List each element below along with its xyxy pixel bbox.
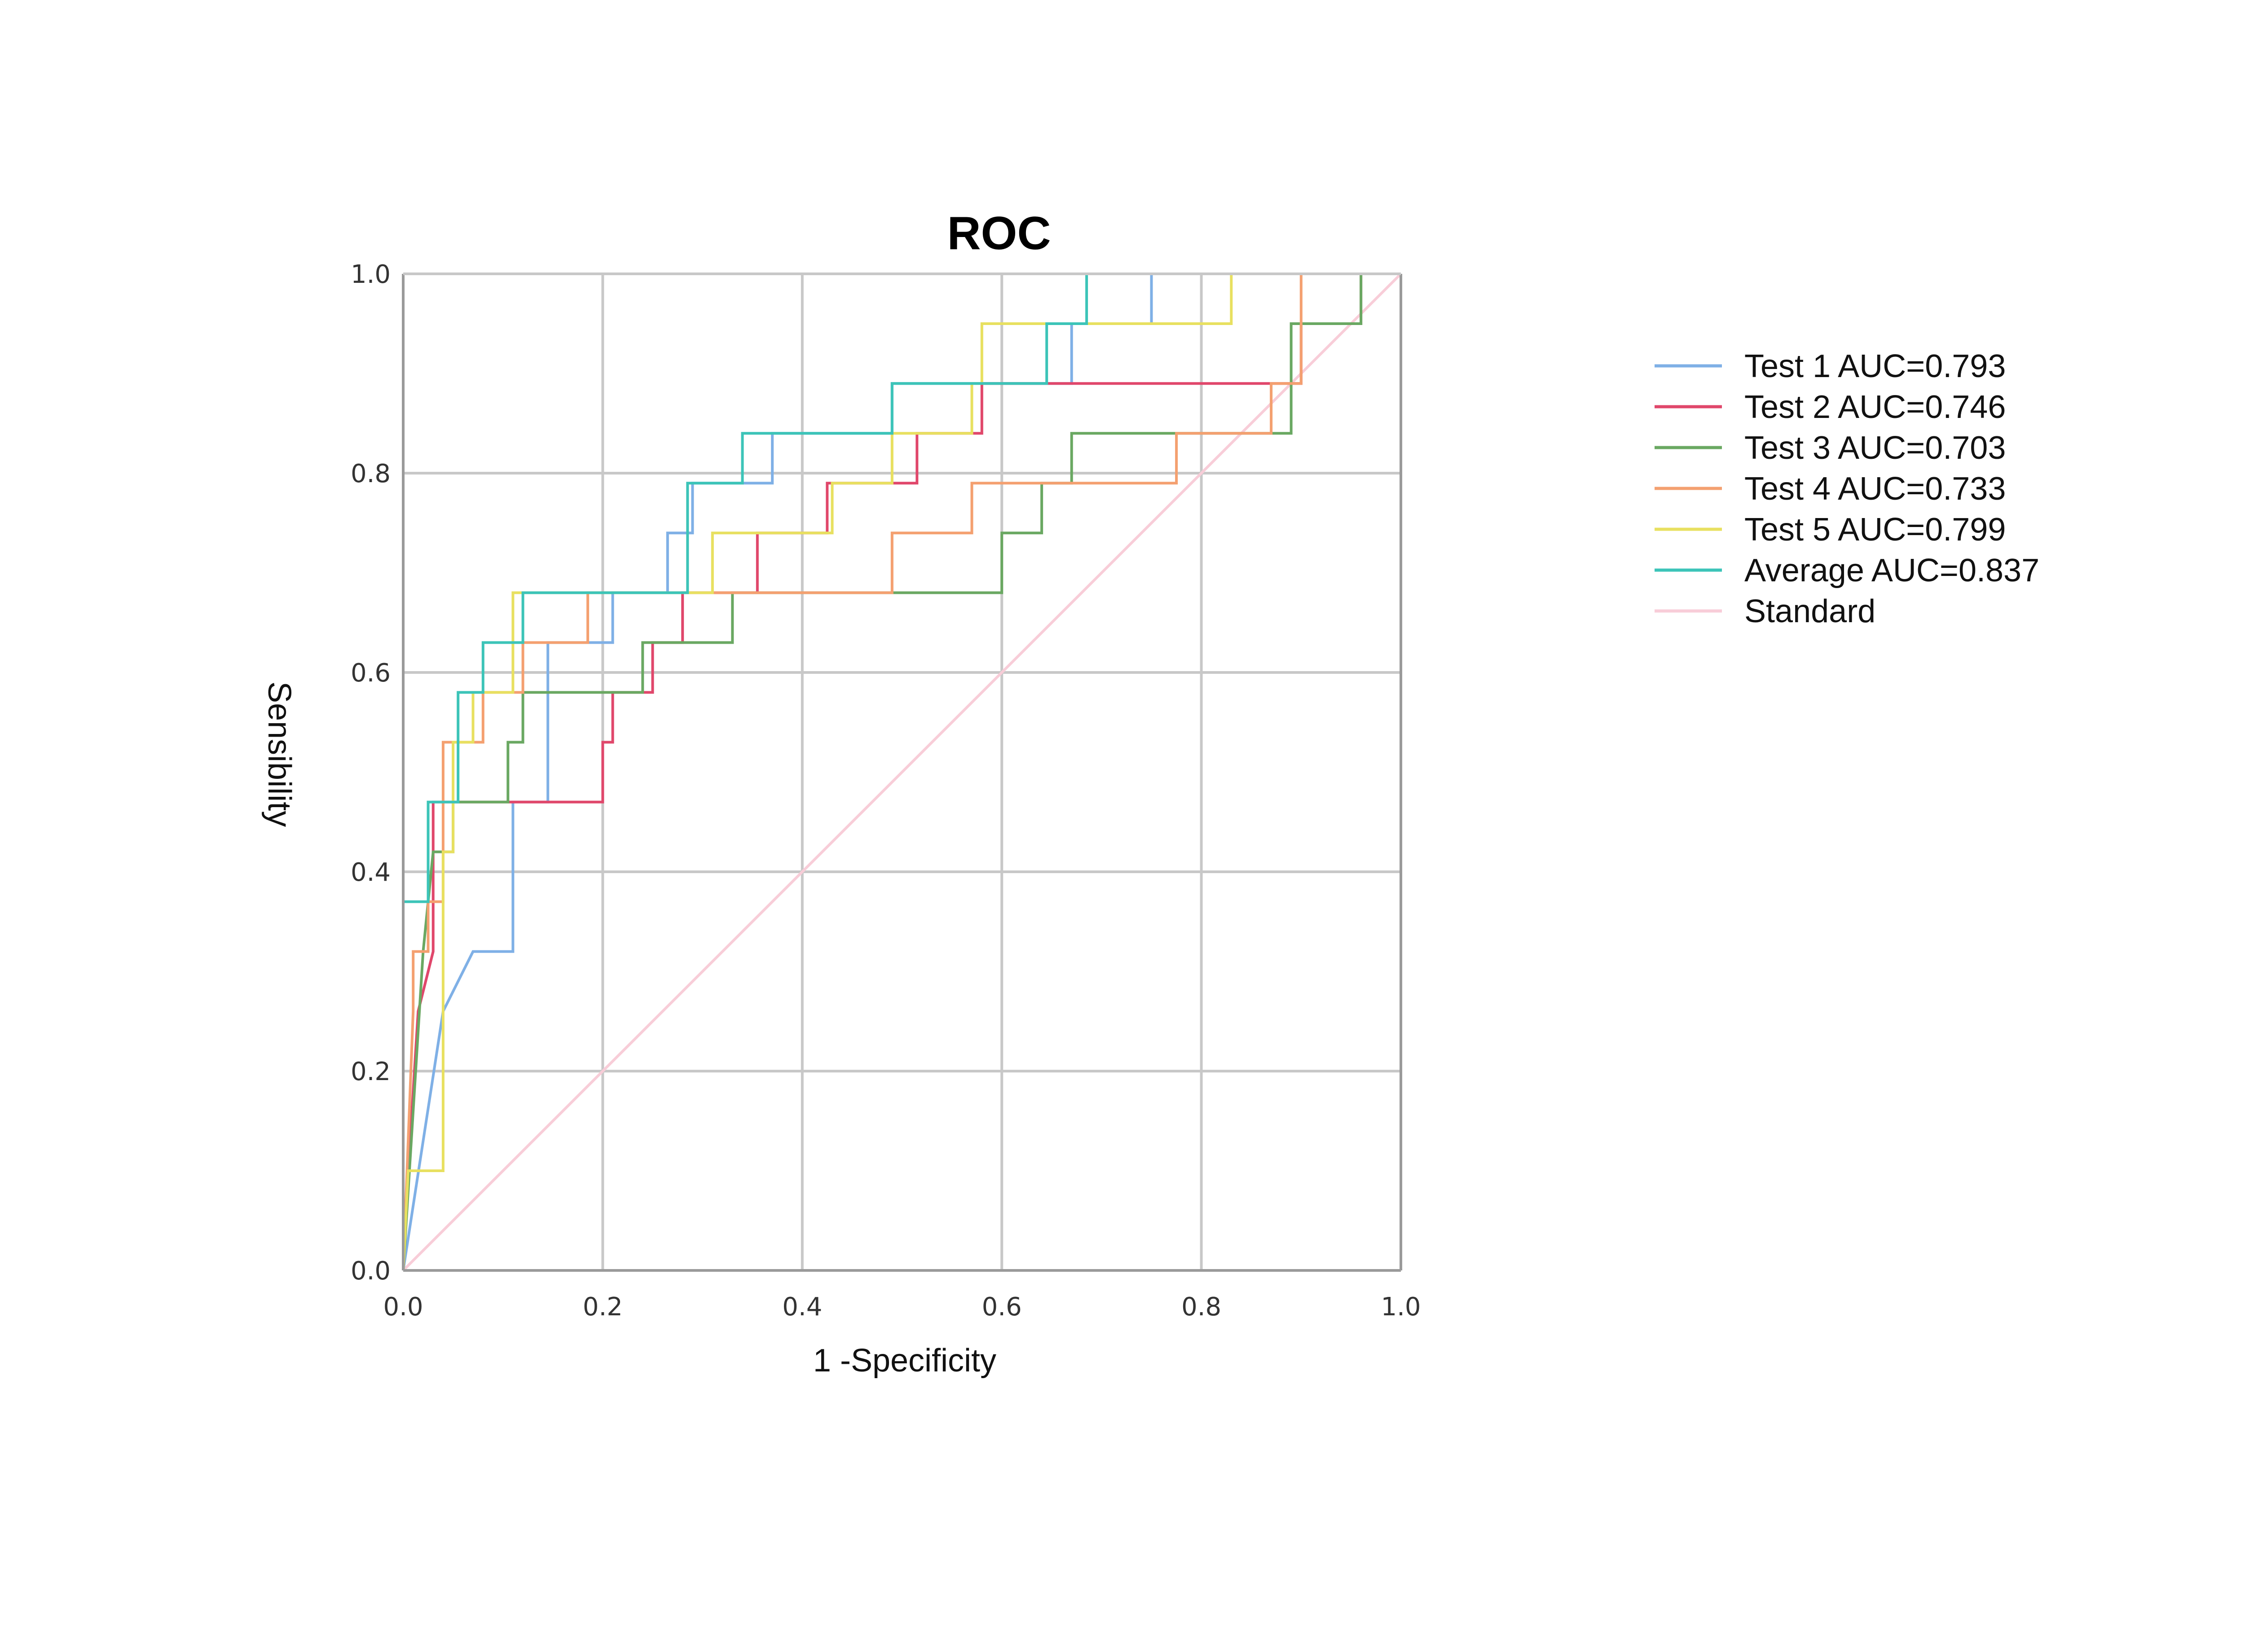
legend: Test 1 AUC=0.793 Test 2 AUC=0.746 Test 3 A…: [1655, 348, 2039, 629]
y-tick-label: 1.0: [351, 260, 391, 289]
grid: [403, 274, 1401, 1270]
x-tick-label: 0.6: [982, 1292, 1022, 1322]
y-tick-label: 0.2: [351, 1057, 391, 1086]
legend-label-test-4: Test 4 AUC=0.733: [1744, 471, 2006, 507]
legend-label-average: Average AUC=0.837: [1744, 553, 2039, 589]
roc-line-standard: [402, 272, 1402, 1272]
roc-line-test-5: [402, 272, 1401, 1271]
legend-label-test-3: Test 3 AUC=0.703: [1744, 430, 2006, 466]
y-tick-label: 0.8: [351, 459, 391, 488]
legend-label-test-2: Test 2 AUC=0.746: [1744, 389, 2006, 425]
x-axis-title: 1 -Specificity: [813, 1343, 996, 1379]
axis-ticks: 0.0 0.2 0.4 0.6 0.8 1.0 0.0 0.2 0.4 0.6 0.8 1.0: [351, 260, 1421, 1322]
x-tick-label: 1.0: [1381, 1292, 1421, 1322]
y-axis-title: Sensibility: [261, 681, 297, 827]
roc-line-average: [402, 272, 1401, 1270]
y-tick-label: 0.0: [351, 1257, 391, 1286]
x-tick-label: 0.4: [782, 1292, 822, 1322]
x-tick-label: 0.2: [583, 1292, 623, 1322]
x-tick-label: 0.0: [383, 1292, 423, 1322]
legend-label-standard: Standard: [1744, 593, 1875, 629]
y-tick-label: 0.6: [351, 659, 391, 688]
series-lines: [402, 272, 1402, 1272]
legend-label-test-5: Test 5 AUC=0.799: [1744, 512, 2006, 548]
x-tick-label: 0.8: [1181, 1292, 1221, 1322]
roc-line-test-4: [402, 272, 1361, 1271]
y-tick-label: 0.4: [351, 858, 391, 887]
chart-title: ROC: [947, 207, 1051, 259]
legend-label-test-1: Test 1 AUC=0.793: [1744, 348, 2006, 384]
plot-frame: [402, 272, 1402, 1272]
